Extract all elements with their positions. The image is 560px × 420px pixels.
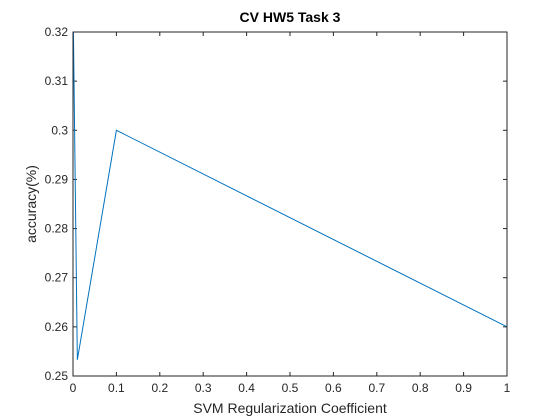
x-axis: 0 0.1 0.2 0.3 0.4 0.5 0.6 0.7 0.8 0.9 1	[70, 32, 511, 395]
x-tick-label: 0.2	[151, 381, 168, 395]
chart-title: CV HW5 Task 3	[240, 9, 341, 25]
x-axis-label: SVM Regularization Coefficient	[193, 400, 387, 416]
y-tick-label: 0.3	[51, 123, 68, 137]
x-tick-label: 0.6	[325, 381, 342, 395]
x-tick-label: 0.8	[412, 381, 429, 395]
y-tick-label: 0.27	[45, 271, 69, 285]
y-tick-label: 0.29	[45, 172, 69, 186]
y-tick-label: 0.28	[45, 222, 69, 236]
x-tick-label: 0.3	[195, 381, 212, 395]
y-axis-label: accuracy(%)	[23, 165, 39, 243]
y-tick-label: 0.25	[45, 369, 69, 383]
y-tick-label: 0.26	[45, 320, 69, 334]
y-axis: 0.25 0.26 0.27 0.28 0.29 0.3 0.31 0.32	[45, 25, 507, 383]
x-tick-label: 1	[504, 381, 511, 395]
x-tick-label: 0.7	[368, 381, 385, 395]
y-tick-label: 0.32	[45, 25, 69, 39]
x-tick-label: 0.5	[282, 381, 299, 395]
x-tick-label: 0	[70, 381, 77, 395]
x-tick-label: 0.9	[455, 381, 472, 395]
x-tick-label: 0.4	[238, 381, 255, 395]
axes-box	[72, 31, 508, 377]
x-tick-label: 0.1	[108, 381, 125, 395]
plot-area	[73, 32, 507, 376]
y-tick-label: 0.31	[45, 74, 69, 88]
